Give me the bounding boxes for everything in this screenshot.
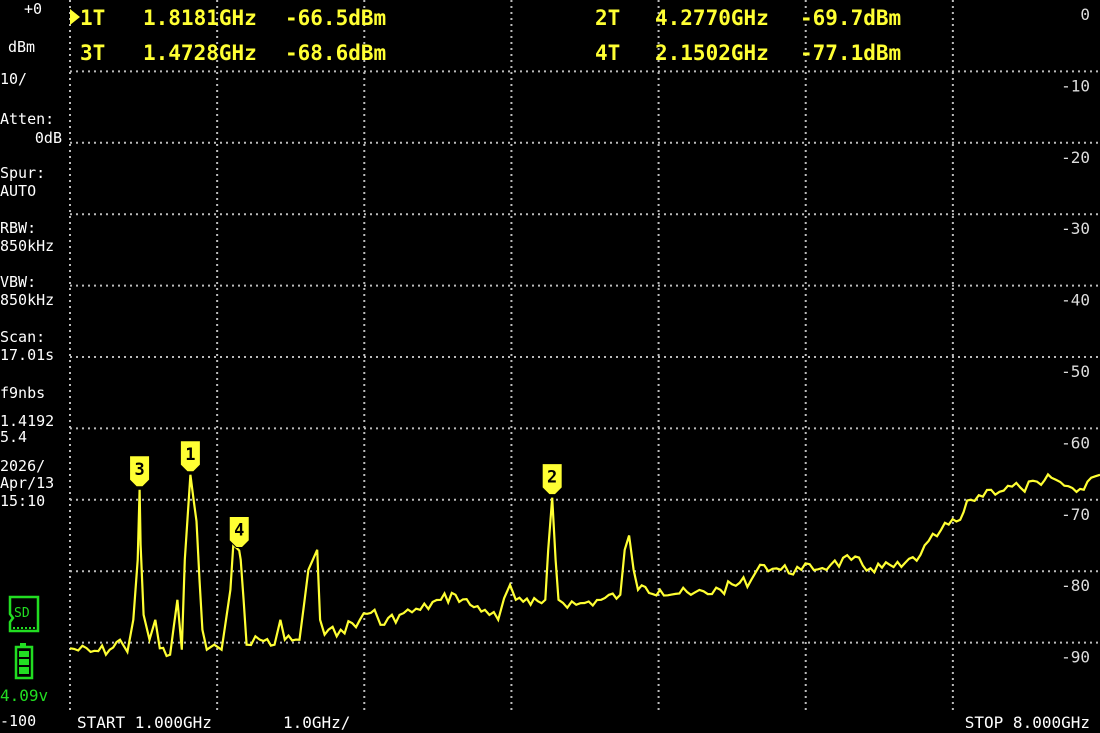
marker-flags[interactable]: 1 2 3 4 <box>129 440 563 548</box>
vbw-value[interactable]: 850kHz <box>0 291 54 309</box>
marker-4[interactable]: 4 <box>228 515 250 548</box>
marker-label: 1T <box>80 6 105 30</box>
stop-frequency[interactable]: STOP 8.000GHz <box>965 713 1090 732</box>
marker-2[interactable]: 2 <box>541 463 563 496</box>
y-tick-label: -30 <box>1061 219 1090 238</box>
marker-readout-1[interactable]: 1T 1.8181GHz -66.5dBm <box>70 6 386 30</box>
time: 15:10 <box>0 492 45 510</box>
misc-value-1: 1.4192 <box>0 412 54 430</box>
marker-id: 1 <box>185 445 195 465</box>
vbw-label: VBW: <box>0 273 36 291</box>
marker-1[interactable]: 1 <box>179 440 201 473</box>
marker-flag-icon <box>541 463 563 496</box>
marker-readout-2[interactable]: 2T 4.2770GHz -69.7dBm <box>595 6 901 30</box>
atten-label: Atten: <box>0 110 54 128</box>
y-axis-labels: 0 -10 -20 -30 -40 -50 -60 -70 -80 -90 <box>1061 5 1090 667</box>
sd-label: SD <box>14 606 30 621</box>
marker-label: 4T <box>595 41 620 65</box>
marker-readout-3[interactable]: 3T 1.4728GHz -68.6dBm <box>80 41 386 65</box>
y-tick-label: -60 <box>1061 433 1090 452</box>
date: 2026/ <box>0 457 45 475</box>
marker-flag-icon <box>129 455 151 488</box>
sd-card-icon[interactable]: SD <box>8 595 40 633</box>
spur-value[interactable]: AUTO <box>0 182 36 200</box>
battery-icon <box>14 643 34 680</box>
sidebar: +0 dBm 10/ Atten: 0dB Spur: AUTO RBW: 85… <box>0 0 62 730</box>
marker-label: 2T <box>595 6 620 30</box>
unit: dBm <box>8 38 35 56</box>
marker-level: -66.5dBm <box>285 6 386 30</box>
marker-freq: 2.1502GHz <box>655 41 769 65</box>
spur-label: Spur: <box>0 164 45 182</box>
marker-3[interactable]: 3 <box>129 455 151 488</box>
misc-label: f9nbs <box>0 384 45 402</box>
marker-level: -68.6dBm <box>285 41 386 65</box>
marker-flag-icon <box>228 515 250 548</box>
marker-id: 3 <box>134 460 144 480</box>
rbw-label: RBW: <box>0 219 36 237</box>
y-tick-label: 0 <box>1080 5 1090 24</box>
y-tick-label: -20 <box>1061 148 1090 167</box>
bottom-level: -100 <box>0 712 36 730</box>
start-frequency[interactable]: START 1.000GHz <box>77 713 212 732</box>
scan-value: 17.01s <box>0 346 54 364</box>
y-tick-label: -80 <box>1061 576 1090 595</box>
scan-label: Scan: <box>0 328 45 346</box>
rbw-value[interactable]: 850kHz <box>0 237 54 255</box>
marker-id: 4 <box>234 520 244 540</box>
date-2: Apr/13 <box>0 474 54 492</box>
marker-freq: 1.4728GHz <box>143 41 257 65</box>
marker-level: -69.7dBm <box>800 6 901 30</box>
misc-value-2: 5.4 <box>0 428 27 446</box>
marker-level: -77.1dBm <box>800 41 901 65</box>
graticule <box>69 0 1100 714</box>
marker-freq: 4.2770GHz <box>655 6 769 30</box>
frequency-per-division: 1.0GHz/ <box>283 713 350 732</box>
ref-level[interactable]: +0 <box>24 0 42 18</box>
marker-freq: 1.8181GHz <box>143 6 257 30</box>
y-tick-label: -90 <box>1061 648 1090 667</box>
y-tick-label: -70 <box>1061 505 1090 524</box>
marker-flag-icon <box>179 440 201 473</box>
battery-voltage: 4.09v <box>0 686 48 705</box>
y-tick-label: -10 <box>1061 76 1090 95</box>
scale[interactable]: 10/ <box>0 70 27 88</box>
y-tick-label: -40 <box>1061 291 1090 310</box>
y-tick-label: -50 <box>1061 362 1090 381</box>
marker-id: 2 <box>547 468 557 488</box>
marker-readout-4[interactable]: 4T 2.1502GHz -77.1dBm <box>595 41 901 65</box>
triangle-right-icon <box>70 9 80 25</box>
marker-label: 3T <box>80 41 105 65</box>
atten-value[interactable]: 0dB <box>35 129 62 147</box>
